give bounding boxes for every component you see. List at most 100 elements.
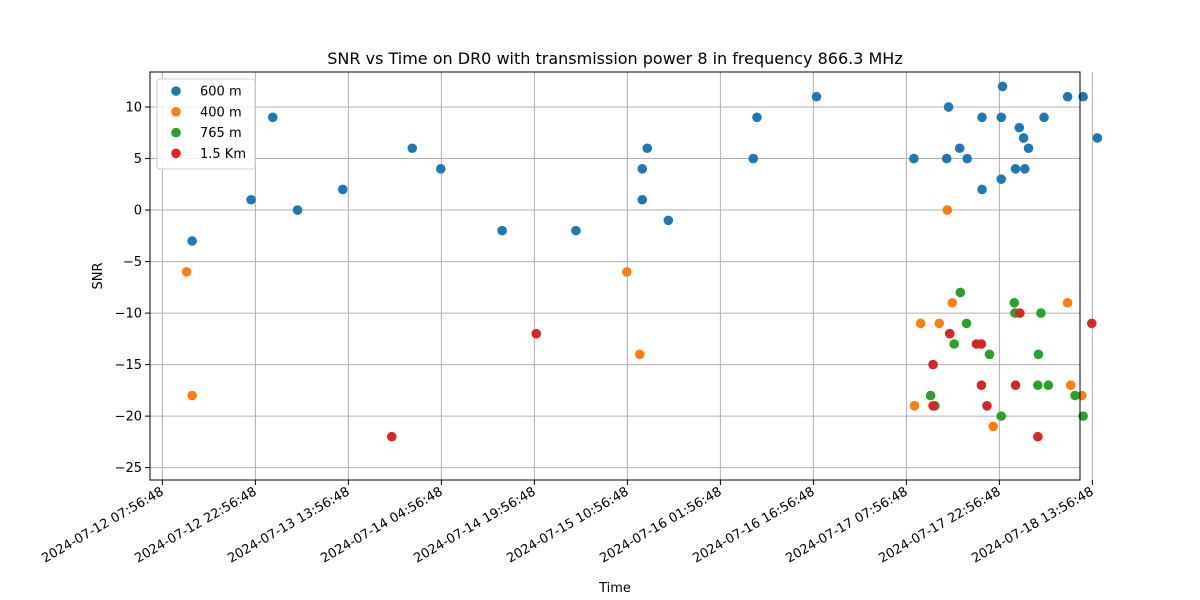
point-765-m [949,339,959,349]
point-600-m [752,112,762,123]
point-1-5-km [976,339,987,349]
grid-lines [150,72,1093,480]
point-765-m [1036,308,1046,318]
y-tick-label: 0 [134,204,142,219]
data-points [181,81,1103,442]
point-765-m [1070,390,1080,401]
point-600-m [637,164,648,174]
point-765-m [1033,349,1044,360]
legend-label: 600 m [200,85,242,100]
y-tick-label: −25 [115,461,142,476]
point-400-m [1065,380,1076,391]
point-400-m [934,318,945,329]
point-1-5-km [928,359,938,370]
x-axis-label: Time [598,581,631,596]
point-600-m [811,91,822,102]
point-600-m [1062,91,1073,102]
point-765-m [1043,380,1054,391]
point-600-m [1014,122,1025,133]
point-600-m [663,215,674,226]
point-400-m [988,421,998,432]
y-axis-label: SNR [91,262,106,289]
y-tick-label: 10 [125,101,142,116]
plot-frame [149,71,1081,481]
point-600-m [1023,143,1034,154]
point-600-m [497,225,507,236]
point-600-m [187,236,197,246]
point-600-m [943,102,954,112]
point-765-m [955,287,966,298]
legend-label: 400 m [200,105,242,120]
point-400-m [915,318,926,329]
legend-label: 1.5 Km [200,147,246,162]
point-600-m [1078,91,1088,102]
point-600-m [246,194,256,205]
point-600-m [637,194,648,205]
point-600-m [954,143,965,154]
point-1-5-km [945,328,955,339]
point-600-m [909,153,919,164]
point-765-m [925,390,936,401]
legend-marker [171,148,181,159]
y-tick-label: −20 [115,410,142,425]
point-1-5-km [1010,380,1021,391]
point-765-m [984,349,995,360]
point-600-m [996,174,1007,184]
chart-title: SNR vs Time on DR0 with transmission pow… [327,49,902,68]
point-600-m [997,81,1008,92]
point-400-m [942,205,953,215]
point-400-m [635,349,645,360]
point-400-m [181,267,192,277]
y-tick-label: 5 [134,152,142,167]
y-tick-label: −5 [123,255,142,270]
point-600-m [996,112,1007,123]
point-400-m [947,297,958,308]
point-600-m [1039,112,1049,123]
point-600-m [407,143,418,154]
point-600-m [338,184,348,195]
point-600-m [977,184,987,195]
point-1-5-km [1033,431,1043,442]
point-765-m [1078,411,1088,421]
point-1-5-km [387,431,397,442]
point-400-m [1062,297,1073,308]
point-765-m [1033,380,1043,391]
point-600-m [977,112,987,123]
point-600-m [642,143,653,154]
point-600-m [1020,164,1030,174]
point-1-5-km [928,401,938,411]
y-axis-ticks: 10 5 0 −5 −10 −15 −20 −25 [115,101,150,476]
point-600-m [571,225,581,236]
legend-box [156,78,256,170]
point-600-m [1092,133,1103,143]
point-1-5-km [1015,308,1025,318]
point-400-m [187,390,197,401]
legend-marker [171,107,181,117]
point-1-5-km [982,401,992,411]
point-600-m [1010,164,1021,174]
point-600-m [1018,133,1029,143]
point-400-m [909,401,920,411]
point-600-m [941,153,952,164]
point-1-5-km [531,328,542,339]
legend: 600 m 400 m 765 m 1.5 Km [156,78,256,170]
point-765-m [1009,297,1020,308]
legend-label: 765 m [200,126,242,141]
point-600-m [962,153,972,164]
point-600-m [435,164,446,174]
point-765-m [996,411,1007,421]
point-600-m [292,205,303,215]
point-765-m [961,318,972,329]
point-600-m [267,112,278,123]
legend-marker [171,127,181,138]
point-1-5-km [1086,318,1097,329]
point-600-m [748,153,759,164]
point-1-5-km [976,380,987,391]
point-400-m [621,267,632,277]
point-400-m [1077,390,1087,401]
y-tick-label: −10 [115,307,142,322]
legend-marker [171,86,181,96]
y-tick-label: −15 [115,358,142,373]
